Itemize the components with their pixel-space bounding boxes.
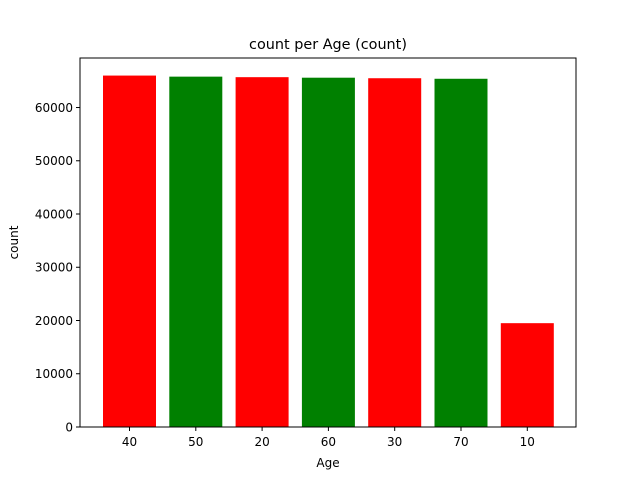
x-tick-label: 70 — [453, 435, 468, 449]
x-axis-label: Age — [316, 456, 339, 470]
bar-50 — [169, 76, 223, 427]
y-tick-label: 10000 — [35, 367, 73, 381]
x-axis: 40 50 20 60 30 70 10 — [122, 427, 535, 449]
bar-40 — [103, 75, 156, 427]
bars — [103, 75, 554, 428]
y-tick-label: 0 — [65, 420, 73, 434]
x-tick-label: 20 — [254, 435, 269, 449]
bar-60 — [301, 77, 355, 427]
bar-70 — [434, 78, 488, 428]
y-tick-label: 50000 — [35, 154, 73, 168]
x-tick-label: 60 — [321, 435, 336, 449]
y-tick-label: 60000 — [35, 101, 73, 115]
y-tick-label: 40000 — [35, 207, 73, 221]
x-tick-label: 50 — [188, 435, 203, 449]
chart-title: count per Age (count) — [249, 37, 407, 53]
bar-10 — [500, 323, 554, 427]
y-tick-label: 30000 — [35, 261, 73, 275]
y-axis: 0 10000 20000 30000 40000 50000 60000 — [35, 101, 80, 434]
x-tick-label: 10 — [520, 435, 535, 449]
bar-30 — [368, 78, 422, 427]
plot-frame — [79, 57, 577, 428]
y-axis-label: count — [7, 225, 21, 259]
bar-20 — [235, 77, 289, 428]
x-tick-label: 30 — [387, 435, 402, 449]
x-tick-label: 40 — [122, 435, 137, 449]
y-tick-label: 20000 — [35, 314, 73, 328]
